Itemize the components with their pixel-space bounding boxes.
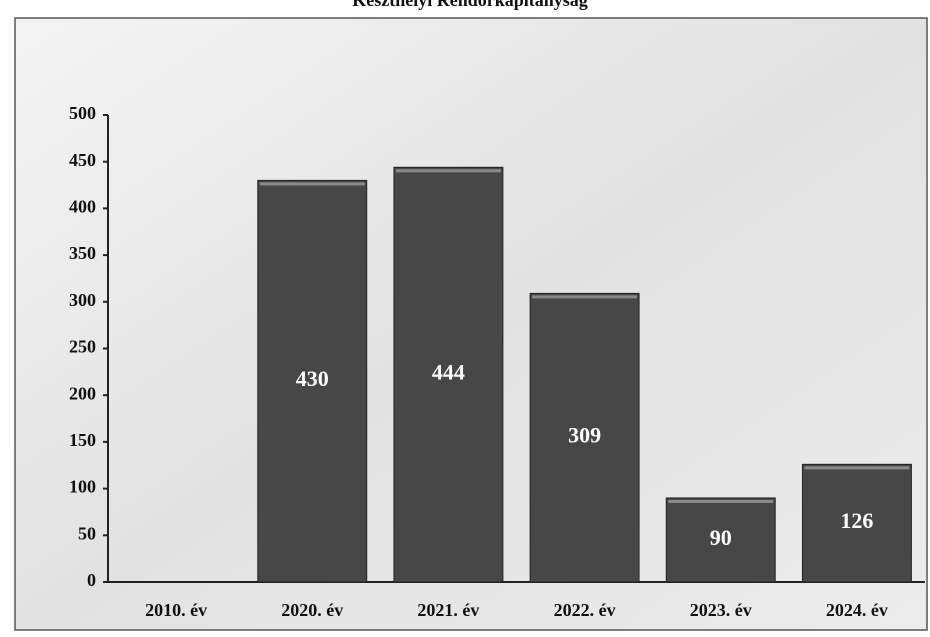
- data-label: 444: [432, 360, 465, 385]
- data-label: 309: [568, 423, 601, 448]
- data-label: 90: [710, 525, 732, 550]
- y-tick-label: 50: [78, 523, 96, 543]
- y-tick-label: 500: [69, 103, 96, 123]
- bar-highlight: [668, 500, 773, 503]
- y-tick-label: 350: [69, 243, 96, 263]
- y-tick-label: 450: [69, 150, 96, 170]
- bar-highlight: [396, 169, 501, 172]
- x-tick-label: 2010. év: [145, 600, 207, 620]
- bar-highlight: [804, 466, 909, 469]
- y-tick-label: 0: [87, 570, 96, 590]
- y-tick-label: 300: [69, 290, 96, 310]
- data-label: 430: [296, 366, 329, 391]
- y-tick-label: 150: [69, 430, 96, 450]
- y-tick-label: 100: [69, 477, 96, 497]
- bar-highlight: [532, 295, 637, 298]
- chart-title: Keszthelyi Rendőrkapitányság: [352, 0, 588, 10]
- x-tick-label: 2020. év: [281, 600, 343, 620]
- x-tick-label: 2022. év: [554, 600, 616, 620]
- x-tick-label: 2023. év: [690, 600, 752, 620]
- data-label: 126: [840, 508, 873, 533]
- y-tick-label: 400: [69, 197, 96, 217]
- chart: Keszthelyi Rendőrkapitányság 0 50 100 150 20…: [0, 0, 930, 632]
- bar-highlight: [260, 182, 365, 185]
- x-tick-label: 2021. év: [417, 600, 479, 620]
- x-tick-label: 2024. év: [826, 600, 888, 620]
- y-tick-label: 250: [69, 337, 96, 357]
- y-tick-label: 200: [69, 383, 96, 403]
